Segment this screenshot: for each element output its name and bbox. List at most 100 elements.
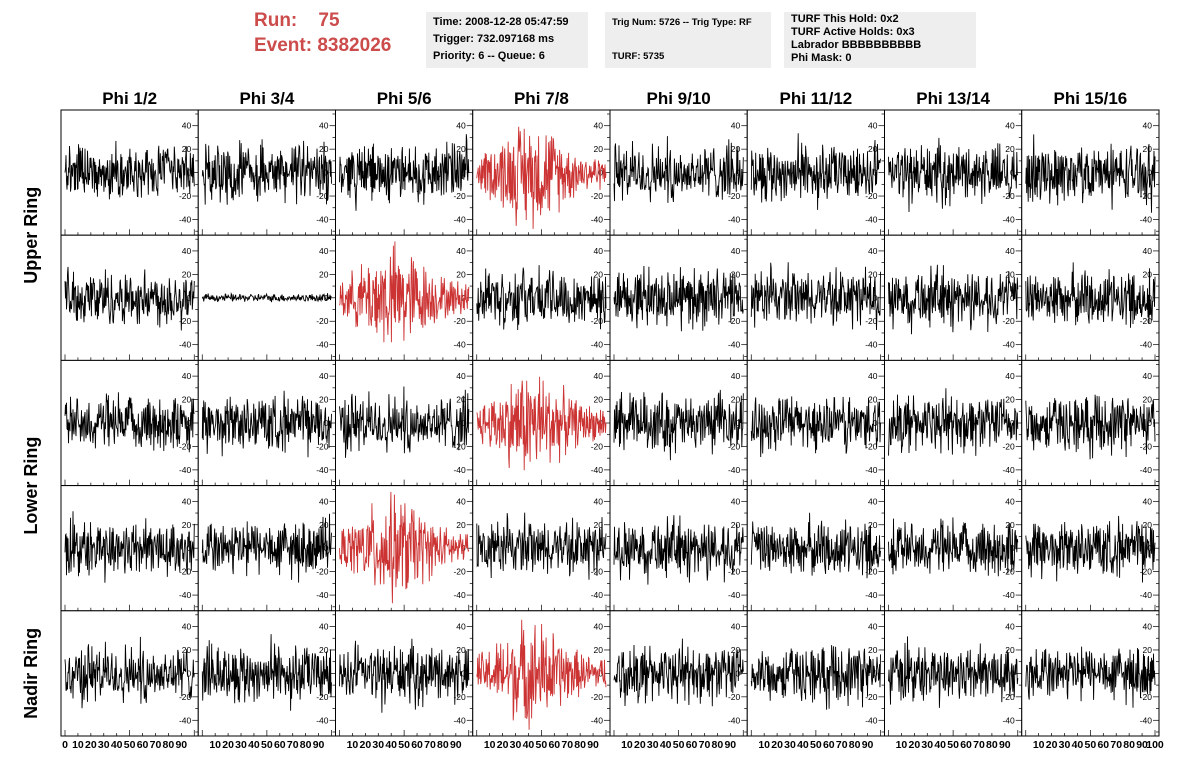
y-tick-label: -40 (1140, 715, 1153, 725)
y-tick-label: 20 (868, 269, 878, 279)
y-tick-label: 20 (868, 645, 878, 655)
x-tick-label: 70 (1110, 739, 1122, 751)
waveform-trace (1025, 262, 1156, 328)
x-tick-label: 80 (437, 739, 449, 751)
y-tick-label: -20 (728, 567, 741, 577)
x-tick-label: 30 (784, 739, 796, 751)
y-tick-label: 20 (868, 395, 878, 405)
x-tick-label: 80 (849, 739, 861, 751)
x-tick-label: 40 (660, 739, 672, 751)
y-tick-label: 0 (736, 418, 741, 428)
y-tick-label: -40 (179, 340, 192, 350)
y-tick-label: 40 (1143, 371, 1153, 381)
waveform-trace (201, 291, 332, 303)
turf-hold-text: TURF This Hold: 0x2 (791, 13, 899, 25)
x-tick-label: 90 (450, 739, 462, 751)
waveform-trace (750, 133, 881, 210)
y-tick-label: -20 (728, 316, 741, 326)
y-tick-label: 20 (1143, 144, 1153, 154)
waveform-trace (339, 134, 470, 211)
y-tick-label: -40 (591, 465, 604, 475)
y-tick-label: 40 (868, 121, 878, 131)
y-tick-label: -20 (179, 567, 192, 577)
y-tick-label: 40 (319, 496, 329, 506)
x-tick-label: 90 (1136, 739, 1148, 751)
waveform-panel-r5-c3: 40 20 0 -20 -40 (335, 610, 474, 737)
y-tick-label: -20 (316, 692, 329, 702)
y-tick-label: -40 (1002, 590, 1015, 600)
y-tick-label: -20 (179, 692, 192, 702)
x-tick-label: 90 (175, 739, 187, 751)
y-tick-label: 20 (456, 645, 466, 655)
waveform-trace (476, 619, 607, 730)
y-tick-label: -40 (728, 590, 741, 600)
x-tick-label: 10 (621, 739, 633, 751)
x-tick-label: 80 (163, 739, 175, 751)
y-tick-label: 20 (456, 520, 466, 530)
y-tick-label: 0 (461, 668, 466, 678)
waveform-panel-r5-c6: 40 20 0 -20 -40 (746, 610, 885, 737)
column-title-1: Phi 1/2 (102, 89, 157, 108)
y-tick-label: -40 (1002, 715, 1015, 725)
x-tick-label: 20 (497, 739, 509, 751)
x-tick-label: 50 (398, 739, 410, 751)
y-tick-label: -40 (1140, 590, 1153, 600)
column-title-8: Phi 15/16 (1054, 89, 1128, 108)
x-tick-label: 60 (686, 739, 698, 751)
x-tick-label: 10 (347, 739, 359, 751)
y-tick-label: 40 (1005, 121, 1015, 131)
waveform-trace (613, 136, 744, 203)
waveform-panel-r4-c1: 40 20 0 -20 -40 (60, 485, 199, 612)
x-tick-label: 60 (137, 739, 149, 751)
y-tick-label: 0 (873, 668, 878, 678)
waveform-panel-r2-c2: 40 20 0 -20 -40 (197, 234, 336, 361)
x-tick-label: 10 (72, 739, 84, 751)
phi-mask-text: Phi Mask: 0 (791, 52, 852, 64)
x-tick-label: 40 (523, 739, 535, 751)
waveform-trace (476, 376, 607, 471)
y-tick-label: 20 (182, 269, 192, 279)
x-tick-label: 90 (313, 739, 325, 751)
waveform-trace (339, 638, 470, 713)
waveform-panel-r4-c3: 40 20 0 -20 -40 (335, 485, 474, 612)
y-tick-label: -40 (316, 214, 329, 224)
waveform-trace (64, 140, 195, 200)
y-tick-label: 20 (731, 269, 741, 279)
x-tick-label: 70 (150, 739, 162, 751)
y-tick-label: 20 (456, 144, 466, 154)
y-tick-label: -40 (1002, 214, 1015, 224)
y-tick-label: -20 (453, 692, 466, 702)
waveform-panel-r2-c3: 40 20 0 -20 -40 (335, 234, 474, 361)
waveform-trace (613, 638, 744, 707)
y-tick-label: -20 (1140, 692, 1153, 702)
y-tick-label: 40 (1143, 496, 1153, 506)
y-tick-label: 40 (319, 371, 329, 381)
y-tick-label: 20 (594, 269, 604, 279)
waveform-trace (476, 512, 607, 580)
ring-label-1: Upper Ring (21, 187, 41, 284)
x-tick-label: 30 (235, 739, 247, 751)
ring-label-3: Nadir Ring (21, 628, 41, 719)
y-tick-label: 40 (182, 371, 192, 381)
timing-info-box: Time: 2008-12-28 05:47:59 Trigger: 732.0… (426, 12, 588, 68)
y-tick-label: -20 (316, 191, 329, 201)
waveform-trace (750, 262, 881, 331)
x-tick-label: 20 (1046, 739, 1058, 751)
x-tick-label: 70 (424, 739, 436, 751)
y-tick-label: -40 (316, 715, 329, 725)
waveform-trace (1025, 394, 1156, 460)
y-tick-label: 20 (182, 520, 192, 530)
x-tick-label: 50 (673, 739, 685, 751)
